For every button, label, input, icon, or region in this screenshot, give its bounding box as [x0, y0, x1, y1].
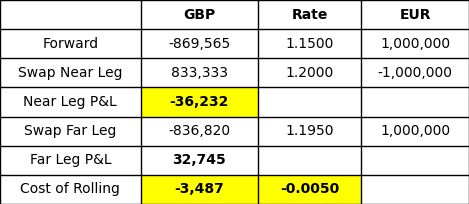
- Bar: [141, 146, 258, 175]
- Bar: [0, 0, 141, 29]
- Bar: [258, 175, 361, 204]
- Bar: [361, 175, 469, 204]
- Text: 1.1500: 1.1500: [285, 37, 334, 51]
- Text: 1.2000: 1.2000: [286, 66, 333, 80]
- Bar: [0, 116, 141, 146]
- Bar: [361, 146, 469, 175]
- Bar: [258, 88, 361, 116]
- Bar: [258, 116, 361, 146]
- Bar: [258, 146, 361, 175]
- Bar: [0, 58, 141, 88]
- Bar: [0, 146, 141, 175]
- Text: Far Leg P&L: Far Leg P&L: [30, 153, 111, 167]
- Text: 833,333: 833,333: [171, 66, 228, 80]
- Text: Near Leg P&L: Near Leg P&L: [23, 95, 117, 109]
- Text: -3,487: -3,487: [174, 182, 224, 196]
- Bar: [361, 0, 469, 29]
- Text: 1.1950: 1.1950: [285, 124, 334, 138]
- Text: Cost of Rolling: Cost of Rolling: [21, 182, 120, 196]
- Text: -0.0050: -0.0050: [280, 182, 339, 196]
- Bar: [141, 0, 258, 29]
- Text: Swap Far Leg: Swap Far Leg: [24, 124, 116, 138]
- Bar: [141, 88, 258, 116]
- Bar: [258, 29, 361, 58]
- Text: 1,000,000: 1,000,000: [380, 37, 450, 51]
- Text: 32,745: 32,745: [173, 153, 226, 167]
- Text: GBP: GBP: [183, 8, 215, 22]
- Text: -1,000,000: -1,000,000: [378, 66, 453, 80]
- Bar: [0, 29, 141, 58]
- Bar: [361, 29, 469, 58]
- Bar: [141, 175, 258, 204]
- Bar: [0, 88, 141, 116]
- Bar: [361, 58, 469, 88]
- Text: EUR: EUR: [399, 8, 431, 22]
- Bar: [0, 175, 141, 204]
- Bar: [141, 116, 258, 146]
- Text: -36,232: -36,232: [170, 95, 229, 109]
- Text: Forward: Forward: [42, 37, 98, 51]
- Text: 1,000,000: 1,000,000: [380, 124, 450, 138]
- Bar: [141, 29, 258, 58]
- Bar: [361, 116, 469, 146]
- Text: Rate: Rate: [291, 8, 328, 22]
- Bar: [258, 0, 361, 29]
- Bar: [361, 88, 469, 116]
- Bar: [141, 58, 258, 88]
- Text: -836,820: -836,820: [168, 124, 230, 138]
- Text: Swap Near Leg: Swap Near Leg: [18, 66, 122, 80]
- Bar: [258, 58, 361, 88]
- Text: -869,565: -869,565: [168, 37, 230, 51]
